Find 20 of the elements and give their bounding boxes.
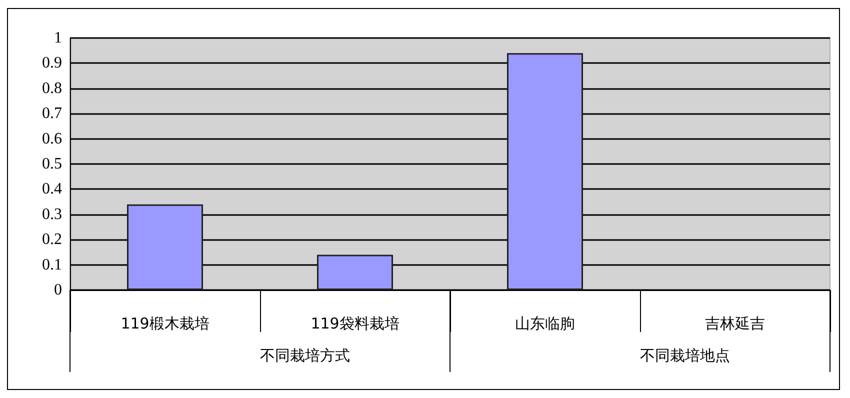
x-tick-label: 吉林延吉 <box>705 314 765 332</box>
x-tick-label: 119袋料栽培 <box>310 314 400 332</box>
x-tick-label: 山东临朐 <box>515 314 575 332</box>
y-tick-label: 0.7 <box>42 105 62 122</box>
bar <box>127 204 203 290</box>
x-tick-label: 119椴木栽培 <box>120 314 210 332</box>
bar <box>317 254 393 290</box>
text: 不同栽培地点 <box>640 346 730 364</box>
y-tick-label: 0.3 <box>42 206 62 223</box>
bar <box>507 53 583 290</box>
text: 不同栽培方式 <box>260 346 350 364</box>
y-tick-label: 0.2 <box>42 231 62 248</box>
y-tick-label: 1 <box>54 30 62 46</box>
y-tick-label: 0.6 <box>42 130 62 148</box>
y-tick-label: 0.4 <box>42 180 62 198</box>
y-tick-label: 0.5 <box>42 156 62 172</box>
y-tick-label: 0.8 <box>42 80 62 97</box>
y-tick-label: 0.1 <box>42 256 62 274</box>
y-tick-label: 0 <box>54 282 62 298</box>
y-tick-label: 0.9 <box>42 54 62 72</box>
